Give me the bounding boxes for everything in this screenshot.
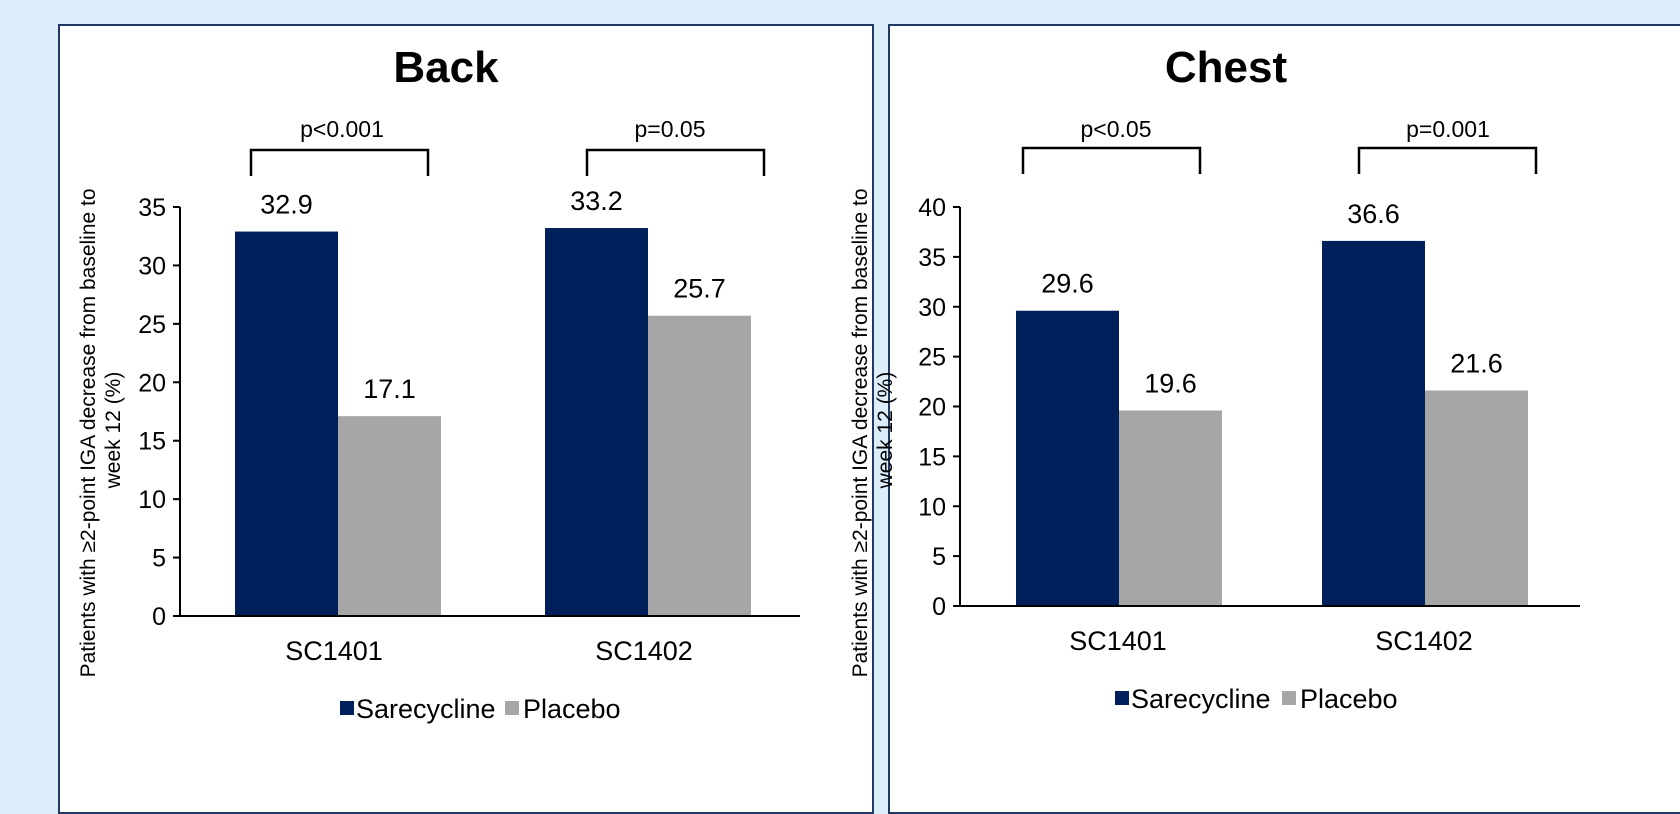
x-category-label-sc1401: SC1401 [285, 636, 383, 666]
data-label-sarecycline-sc1401: 32.9 [260, 190, 313, 220]
bar-placebo-sc1401 [1119, 410, 1222, 606]
data-label-sarecycline-sc1402: 33.2 [570, 186, 623, 216]
y-tick-label: 15 [918, 443, 946, 471]
bar-sarecycline-sc1402 [1322, 240, 1425, 607]
y-axis-label-line-2: week 12 (%) [874, 372, 897, 490]
y-axis-label-line-1: Patients with ≥2-point IGA decrease from… [77, 188, 100, 677]
chart-title: Back [393, 43, 499, 92]
y-tick-label: 5 [932, 543, 946, 571]
y-tick-label: 25 [918, 344, 946, 372]
y-tick-label: 30 [918, 294, 946, 322]
y-tick-label: 20 [918, 394, 946, 422]
legend-swatch-sarecycline [1115, 691, 1129, 705]
y-axis-label-line-2: week 12 (%) [102, 372, 125, 490]
significance-bracket-sc1401 [249, 148, 430, 176]
legend-swatch-placebo [505, 701, 519, 715]
data-label-placebo-sc1401: 17.1 [363, 374, 416, 404]
y-tick-label: 20 [138, 369, 166, 397]
data-label-placebo-sc1401: 19.6 [1144, 368, 1197, 398]
p-value-annotation-sc1402: p=0.05 [635, 116, 706, 142]
p-value-annotation-sc1402: p=0.001 [1406, 116, 1490, 142]
y-axis-label-line-1: Patients with ≥2-point IGA decrease from… [849, 188, 872, 677]
bar-sarecycline-sc1402 [545, 228, 648, 616]
significance-bracket-sc1402 [1357, 146, 1538, 174]
bar-placebo-sc1402 [1425, 390, 1528, 606]
legend-label-placebo: Placebo [1300, 684, 1398, 714]
x-category-label-sc1402: SC1402 [1375, 626, 1473, 656]
y-tick-label: 10 [918, 493, 946, 521]
legend-swatch-placebo [1282, 691, 1296, 705]
data-label-placebo-sc1402: 21.6 [1450, 349, 1503, 379]
plot-area: 32.9 17.1 33.2 25.7 0 5 10 15 20 25 30 35 [138, 148, 800, 631]
bar-sarecycline-sc1401 [1016, 310, 1119, 606]
y-tick-label: 25 [138, 311, 166, 339]
y-tick-label: 10 [138, 486, 166, 514]
p-value-annotation-sc1401: p<0.001 [300, 116, 384, 142]
significance-bracket-sc1402 [585, 148, 766, 176]
chart-title: Chest [1165, 43, 1288, 92]
significance-bracket-sc1401 [1021, 146, 1202, 174]
y-tick-label: 5 [152, 545, 166, 573]
bar-sarecycline-sc1401 [235, 231, 338, 617]
y-tick-label: 40 [918, 194, 946, 222]
y-tick-label: 35 [138, 194, 166, 222]
x-category-label-sc1402: SC1402 [595, 636, 693, 666]
p-value-annotation-sc1401: p<0.05 [1081, 116, 1152, 142]
x-category-label-sc1401: SC1401 [1069, 626, 1167, 656]
y-tick-label: 35 [918, 244, 946, 272]
y-tick-label: 0 [152, 603, 166, 631]
bar-placebo-sc1401 [338, 416, 441, 616]
data-label-sarecycline-sc1401: 29.6 [1041, 269, 1094, 299]
y-axis-label: Patients with ≥2-point IGA decrease from… [849, 183, 897, 678]
back-chart: Back Patients with ≥2-point IGA decrease… [77, 43, 800, 724]
data-label-placebo-sc1402: 25.7 [673, 274, 726, 304]
data-label-sarecycline-sc1402: 36.6 [1347, 199, 1400, 229]
plot-area: 29.6 19.6 36.6 21.6 0 5 10 15 20 25 30 35 40 [918, 146, 1580, 621]
y-tick-label: 0 [932, 593, 946, 621]
bar-placebo-sc1402 [648, 315, 751, 616]
y-axis-label: Patients with ≥2-point IGA decrease from… [77, 183, 125, 678]
legend-label-sarecycline: Sarecycline [1131, 684, 1271, 714]
legend-swatch-sarecycline [340, 701, 354, 715]
chest-chart-panel: Chest Patients with ≥2-point IGA decreas… [849, 24, 1680, 814]
back-chart-panel: Back Patients with ≥2-point IGA decrease… [58, 24, 874, 814]
chest-chart: Chest Patients with ≥2-point IGA decreas… [849, 43, 1580, 714]
legend-label-sarecycline: Sarecycline [356, 694, 496, 724]
y-tick-label: 15 [138, 428, 166, 456]
y-tick-label: 30 [138, 252, 166, 280]
legend-label-placebo: Placebo [523, 694, 621, 724]
